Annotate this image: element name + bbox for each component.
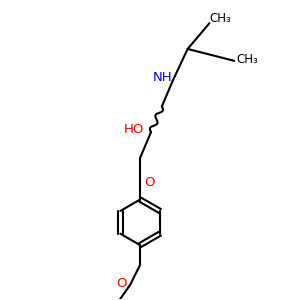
Text: CH₃: CH₃ <box>209 12 231 25</box>
Text: O: O <box>116 277 127 290</box>
Text: NH: NH <box>153 71 173 84</box>
Text: O: O <box>144 176 154 189</box>
Text: HO: HO <box>124 123 144 136</box>
Text: CH₃: CH₃ <box>236 53 258 66</box>
